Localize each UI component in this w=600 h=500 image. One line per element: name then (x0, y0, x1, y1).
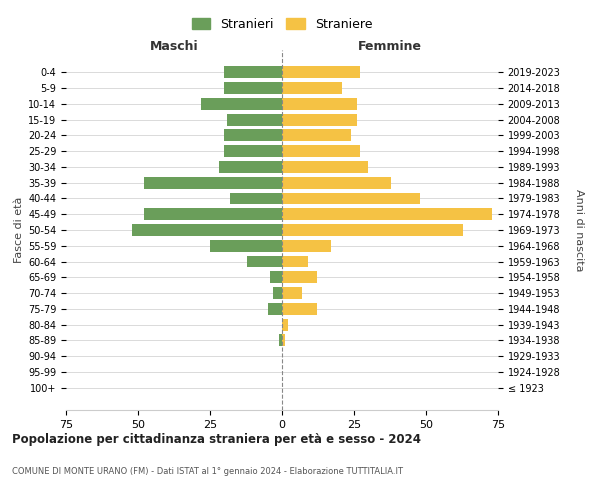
Bar (230, 192, 282, 204)
Bar (282, 272, 317, 283)
Y-axis label: Anni di nascita: Anni di nascita (574, 188, 584, 271)
Text: Femmine: Femmine (358, 40, 422, 54)
Bar (282, 224, 463, 236)
Bar (210, 240, 282, 252)
Bar (282, 287, 302, 299)
Bar (282, 98, 357, 110)
Bar (271, 272, 282, 283)
Bar (282, 66, 360, 78)
Text: COMUNE DI MONTE URANO (FM) - Dati ISTAT al 1° gennaio 2024 - Elaborazione TUTTIT: COMUNE DI MONTE URANO (FM) - Dati ISTAT … (12, 468, 403, 476)
Bar (282, 130, 351, 141)
Legend: Stranieri, Straniere: Stranieri, Straniere (188, 14, 376, 34)
Bar (144, 177, 282, 188)
Bar (282, 240, 331, 252)
Bar (282, 177, 391, 188)
Y-axis label: Fasce di età: Fasce di età (14, 197, 24, 263)
Bar (282, 318, 288, 330)
Bar (282, 208, 492, 220)
Bar (282, 161, 368, 173)
Bar (282, 192, 420, 204)
Bar (224, 130, 282, 141)
Bar (224, 145, 282, 157)
Bar (224, 82, 282, 94)
Bar (218, 161, 282, 173)
Bar (282, 256, 308, 268)
Bar (282, 145, 360, 157)
Text: Popolazione per cittadinanza straniera per età e sesso - 2024: Popolazione per cittadinanza straniera p… (12, 432, 421, 446)
Bar (144, 208, 282, 220)
Bar (268, 303, 282, 315)
Bar (282, 303, 317, 315)
Bar (274, 287, 282, 299)
Bar (282, 334, 285, 346)
Bar (132, 224, 282, 236)
Bar (247, 256, 282, 268)
Bar (202, 98, 282, 110)
Text: Maschi: Maschi (149, 40, 199, 54)
Bar (227, 114, 282, 126)
Bar (279, 334, 282, 346)
Bar (282, 114, 357, 126)
Bar (224, 66, 282, 78)
Bar (282, 82, 343, 94)
